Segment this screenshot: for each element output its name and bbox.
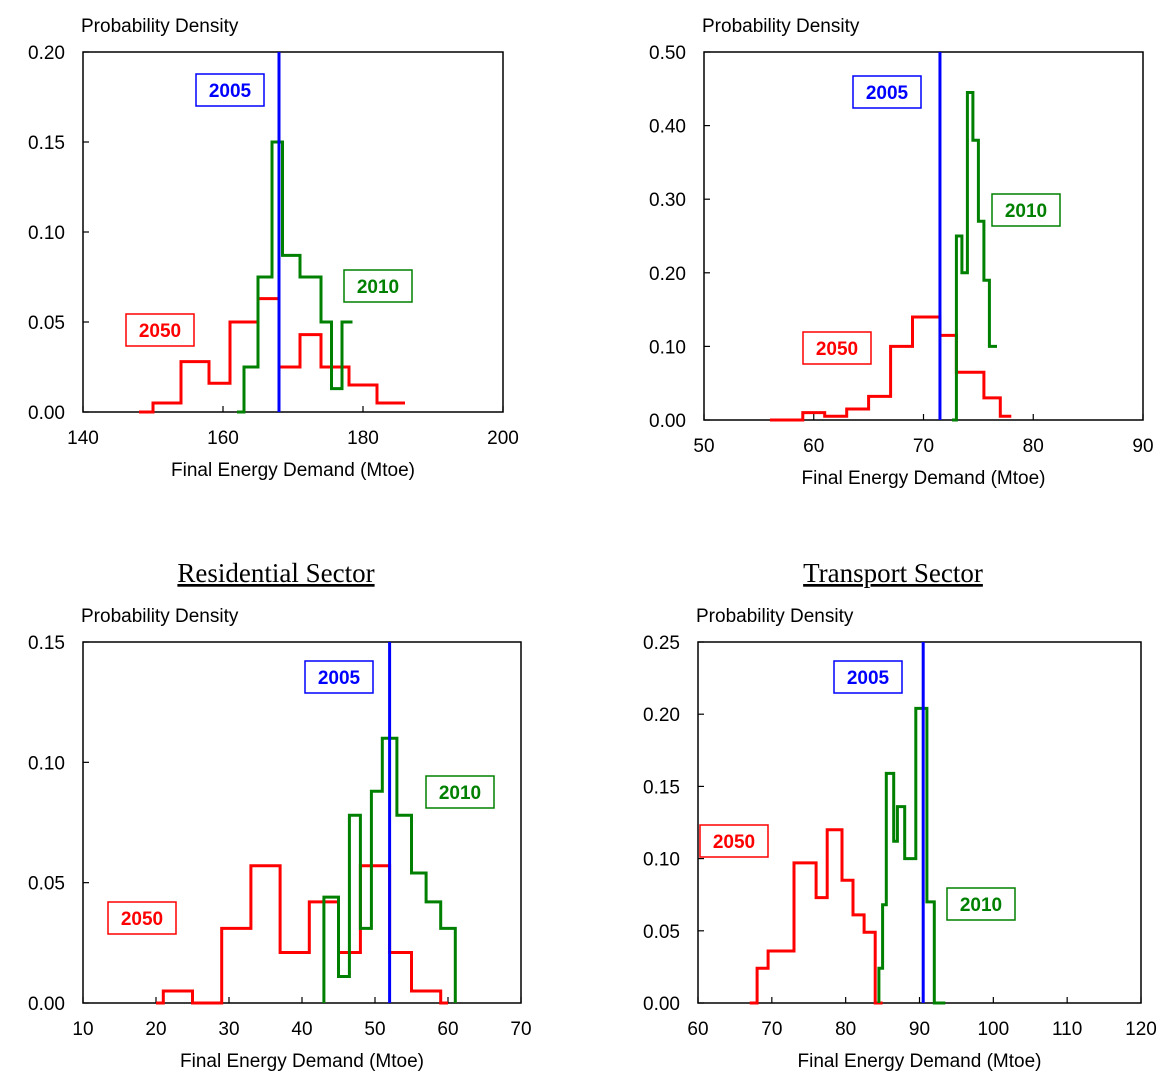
series-tag-2005: 2005 [866,83,909,104]
x-tick-label: 50 [364,1019,385,1040]
x-tick-label: 100 [977,1019,1009,1040]
chart-panel-2: Probability Density 0.00 0.10 0.20 0.30 0.40 0… [649,16,1154,489]
series-tag-box-2050 [802,331,872,365]
y-tick-label: 0.20 [28,43,65,64]
series-tag-2005: 2005 [318,668,361,689]
x-tick-label: 140 [67,428,99,449]
x-tick-label: 40 [291,1019,312,1040]
y-tick-label: 0.00 [649,411,686,432]
y-tick-label: 0.20 [643,705,680,726]
series-tag-2010: 2010 [439,783,481,804]
series-tag-2050: 2050 [121,909,163,930]
x-tick-label: 50 [693,436,714,457]
series-2010-line [322,736,457,1003]
y-tick-label: 0.00 [643,994,680,1015]
x-axis-label: Final Energy Demand (Mtoe) [171,460,415,481]
x-tick-label: 160 [207,428,239,449]
y-axis-label: Probability Density [81,16,239,37]
y-tick-label: 0.10 [643,850,680,871]
series-tag-box-2050 [125,313,195,347]
series-tag-box-2010 [946,887,1016,921]
x-tick-label: 80 [835,1019,856,1040]
y-axis-label: Probability Density [702,16,860,37]
series-tag-box-2005 [304,660,374,694]
series-2010-line [877,706,946,1005]
series-2050-line [156,864,448,1005]
x-tick-label: 60 [687,1019,708,1040]
x-tick-label: 80 [1023,436,1044,457]
series-tag-box-2005 [833,660,903,694]
series-tag-box-2010 [343,269,413,303]
plot-frame [697,641,1142,1004]
x-tick-label: 90 [1132,436,1153,457]
y-tick-label: 0.05 [28,313,65,334]
chart-title: Transport Sector [803,558,983,588]
x-tick-label: 180 [347,428,379,449]
plot-frame [703,51,1144,421]
y-tick-label: 0.10 [28,223,65,244]
series-tag-2010: 2010 [357,277,399,298]
y-tick-label: 0.50 [649,43,686,64]
y-tick-label: 0.30 [649,190,686,211]
series-tag-box-2005 [852,75,922,109]
series-2010-line [237,140,353,414]
x-axis-label: Final Energy Demand (Mtoe) [180,1051,424,1072]
chart-panel-3: Residential Sector Probability Density 0.0… [28,558,532,1072]
chart-panel-4: Transport Sector Probability Density 0.00 0… [643,558,1157,1072]
y-tick-label: 0.05 [643,922,680,943]
series-tag-2005: 2005 [209,81,252,102]
x-tick-label: 200 [487,428,519,449]
x-tick-label: 90 [909,1019,930,1040]
y-tick-label: 0.00 [28,994,65,1015]
y-tick-label: 0.10 [649,337,686,358]
x-tick-label: 70 [761,1019,782,1040]
y-tick-label: 0.15 [28,633,65,654]
y-tick-label: 0.10 [28,753,65,774]
x-tick-label: 30 [218,1019,239,1040]
y-tick-label: 0.25 [643,633,680,654]
x-tick-label: 70 [510,1019,531,1040]
y-tick-label: 0.15 [643,777,680,798]
x-tick-label: 60 [803,436,824,457]
x-tick-label: 10 [72,1019,93,1040]
y-tick-label: 0.20 [649,264,686,285]
series-tag-2050: 2050 [139,321,181,342]
y-tick-label: 0.40 [649,117,686,138]
series-tag-box-2050 [699,824,769,858]
y-tick-label: 0.15 [28,133,65,154]
series-2010-line [952,91,997,422]
series-tag-2010: 2010 [960,895,1002,916]
series-tag-2050: 2050 [816,339,858,360]
y-tick-label: 0.05 [28,874,65,895]
series-tag-box-2010 [991,193,1061,227]
chart-panel-1: Probability Density 0.00 0.05 0.10 0.15 0.20 1… [28,16,519,481]
x-tick-label: 120 [1125,1019,1157,1040]
series-2050-line [769,315,1012,422]
x-tick-label: 20 [145,1019,166,1040]
series-tag-box-2005 [195,73,265,107]
series-tag-2010: 2010 [1005,201,1047,222]
plot-frame [82,51,504,413]
series-tag-2005: 2005 [847,668,890,689]
series-2050-line [749,828,883,1005]
y-axis-label: Probability Density [696,606,854,627]
y-axis-label: Probability Density [81,606,239,627]
x-axis-label: Final Energy Demand (Mtoe) [802,468,1046,489]
x-tick-label: 60 [437,1019,458,1040]
series-2050-line [139,297,405,414]
series-tag-box-2010 [425,775,495,809]
chart-title: Residential Sector [177,558,374,588]
series-tag-2050: 2050 [713,832,755,853]
x-tick-label: 110 [1052,1019,1082,1040]
x-tick-label: 70 [913,436,934,457]
x-axis-label: Final Energy Demand (Mtoe) [798,1051,1042,1072]
series-tag-box-2050 [107,901,177,935]
y-tick-label: 0.00 [28,403,65,424]
